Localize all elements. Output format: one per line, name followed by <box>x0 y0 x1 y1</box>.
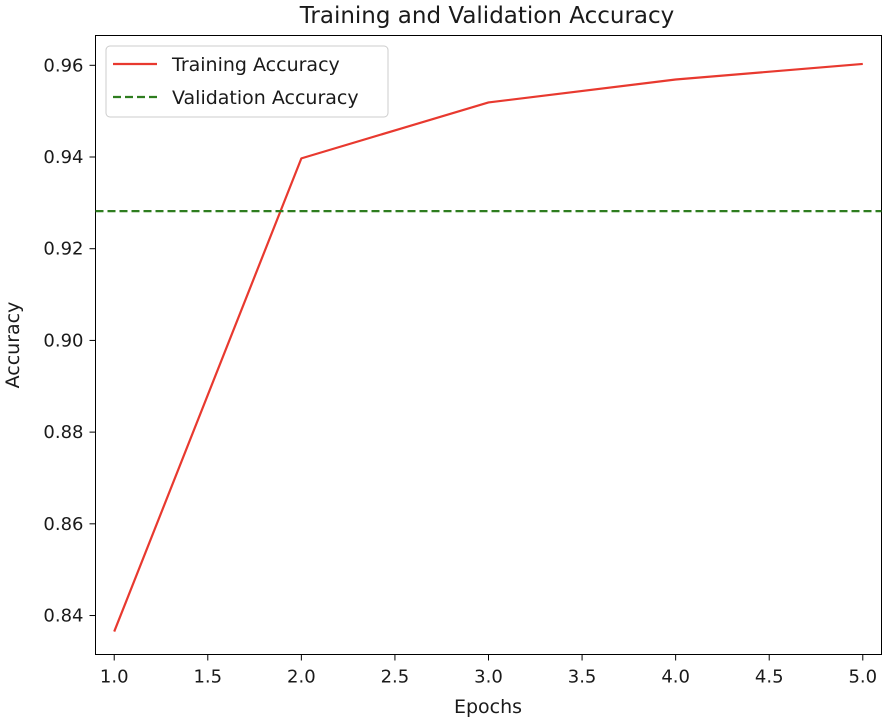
x-tick-label: 2.5 <box>381 667 410 688</box>
y-axis-ticks: 0.84 0.86 0.88 0.90 0.92 0.94 0.96 <box>43 55 96 627</box>
legend-label-training-accuracy: Training Accuracy <box>171 54 340 76</box>
x-tick-label: 3.0 <box>474 667 503 688</box>
y-tick-label: 0.94 <box>43 147 83 168</box>
y-axis-label: Accuracy <box>2 302 24 389</box>
legend-box <box>105 45 389 118</box>
y-tick-label: 0.90 <box>43 330 83 351</box>
y-tick-label: 0.92 <box>43 239 83 260</box>
series-line-training-accuracy <box>113 62 863 632</box>
plot-area-frame <box>95 35 882 655</box>
x-tick-label: 2.0 <box>287 667 316 688</box>
legend-label-validation-accuracy: Validation Accuracy <box>172 87 359 109</box>
x-tick-label: 1.5 <box>193 667 222 688</box>
x-tick-label: 3.5 <box>568 667 597 688</box>
x-axis-ticks: 1.0 1.5 2.0 2.5 3.0 3.5 4.0 4.5 5.0 <box>100 654 877 688</box>
x-tick-label: 4.0 <box>661 667 690 688</box>
x-tick-label: 4.5 <box>755 667 784 688</box>
x-tick-label: 1.0 <box>100 667 129 688</box>
y-tick-label: 0.88 <box>43 422 83 443</box>
x-tick-label: 5.0 <box>848 667 877 688</box>
series-layer <box>95 62 882 632</box>
chart-title: Training and Validation Accuracy <box>299 3 675 29</box>
y-tick-label: 0.84 <box>43 606 83 627</box>
x-axis-label: Epochs <box>454 696 522 718</box>
legend: Training Accuracy Validation Accuracy <box>105 45 389 118</box>
y-tick-label: 0.96 <box>43 55 83 76</box>
y-tick-label: 0.86 <box>43 514 83 535</box>
